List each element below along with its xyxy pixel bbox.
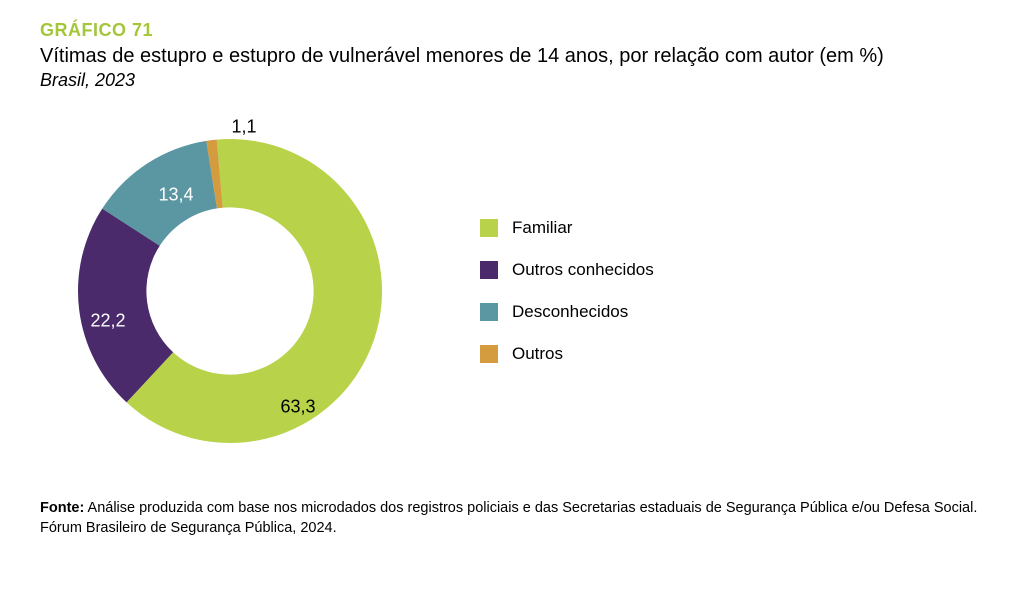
donut-svg xyxy=(40,101,420,481)
slice-value-label: 22,2 xyxy=(90,311,125,332)
legend-item: Outros xyxy=(480,344,654,364)
slice-value-label: 13,4 xyxy=(158,185,193,206)
source-text: Análise produzida com base nos microdado… xyxy=(40,500,977,536)
legend-item: Desconhecidos xyxy=(480,302,654,322)
legend-label: Desconhecidos xyxy=(512,302,628,322)
legend-label: Familiar xyxy=(512,218,572,238)
legend-swatch xyxy=(480,261,498,279)
donut-chart: 63,3 22,2 13,4 1,1 xyxy=(40,101,420,481)
chart-page: GRÁFICO 71 Vítimas de estupro e estupro … xyxy=(0,0,1024,589)
slice-value-label: 1,1 xyxy=(231,117,256,138)
legend-swatch xyxy=(480,345,498,363)
legend-swatch xyxy=(480,303,498,321)
legend-label: Outros conhecidos xyxy=(512,260,654,280)
chart-row: 63,3 22,2 13,4 1,1 Familiar Outros conhecido… xyxy=(40,101,984,481)
legend: Familiar Outros conhecidos Desconhecidos Ou… xyxy=(480,218,654,364)
legend-swatch xyxy=(480,219,498,237)
chart-subtitle: Brasil, 2023 xyxy=(40,70,984,91)
chart-title: Vítimas de estupro e estupro de vulneráv… xyxy=(40,45,984,68)
slice-value-label: 63,3 xyxy=(280,397,315,418)
legend-item: Familiar xyxy=(480,218,654,238)
legend-item: Outros conhecidos xyxy=(480,260,654,280)
source-label: Fonte: xyxy=(40,500,84,516)
legend-label: Outros xyxy=(512,344,563,364)
chart-number: GRÁFICO 71 xyxy=(40,20,984,41)
source-note: Fonte: Análise produzida com base nos mi… xyxy=(40,499,980,538)
